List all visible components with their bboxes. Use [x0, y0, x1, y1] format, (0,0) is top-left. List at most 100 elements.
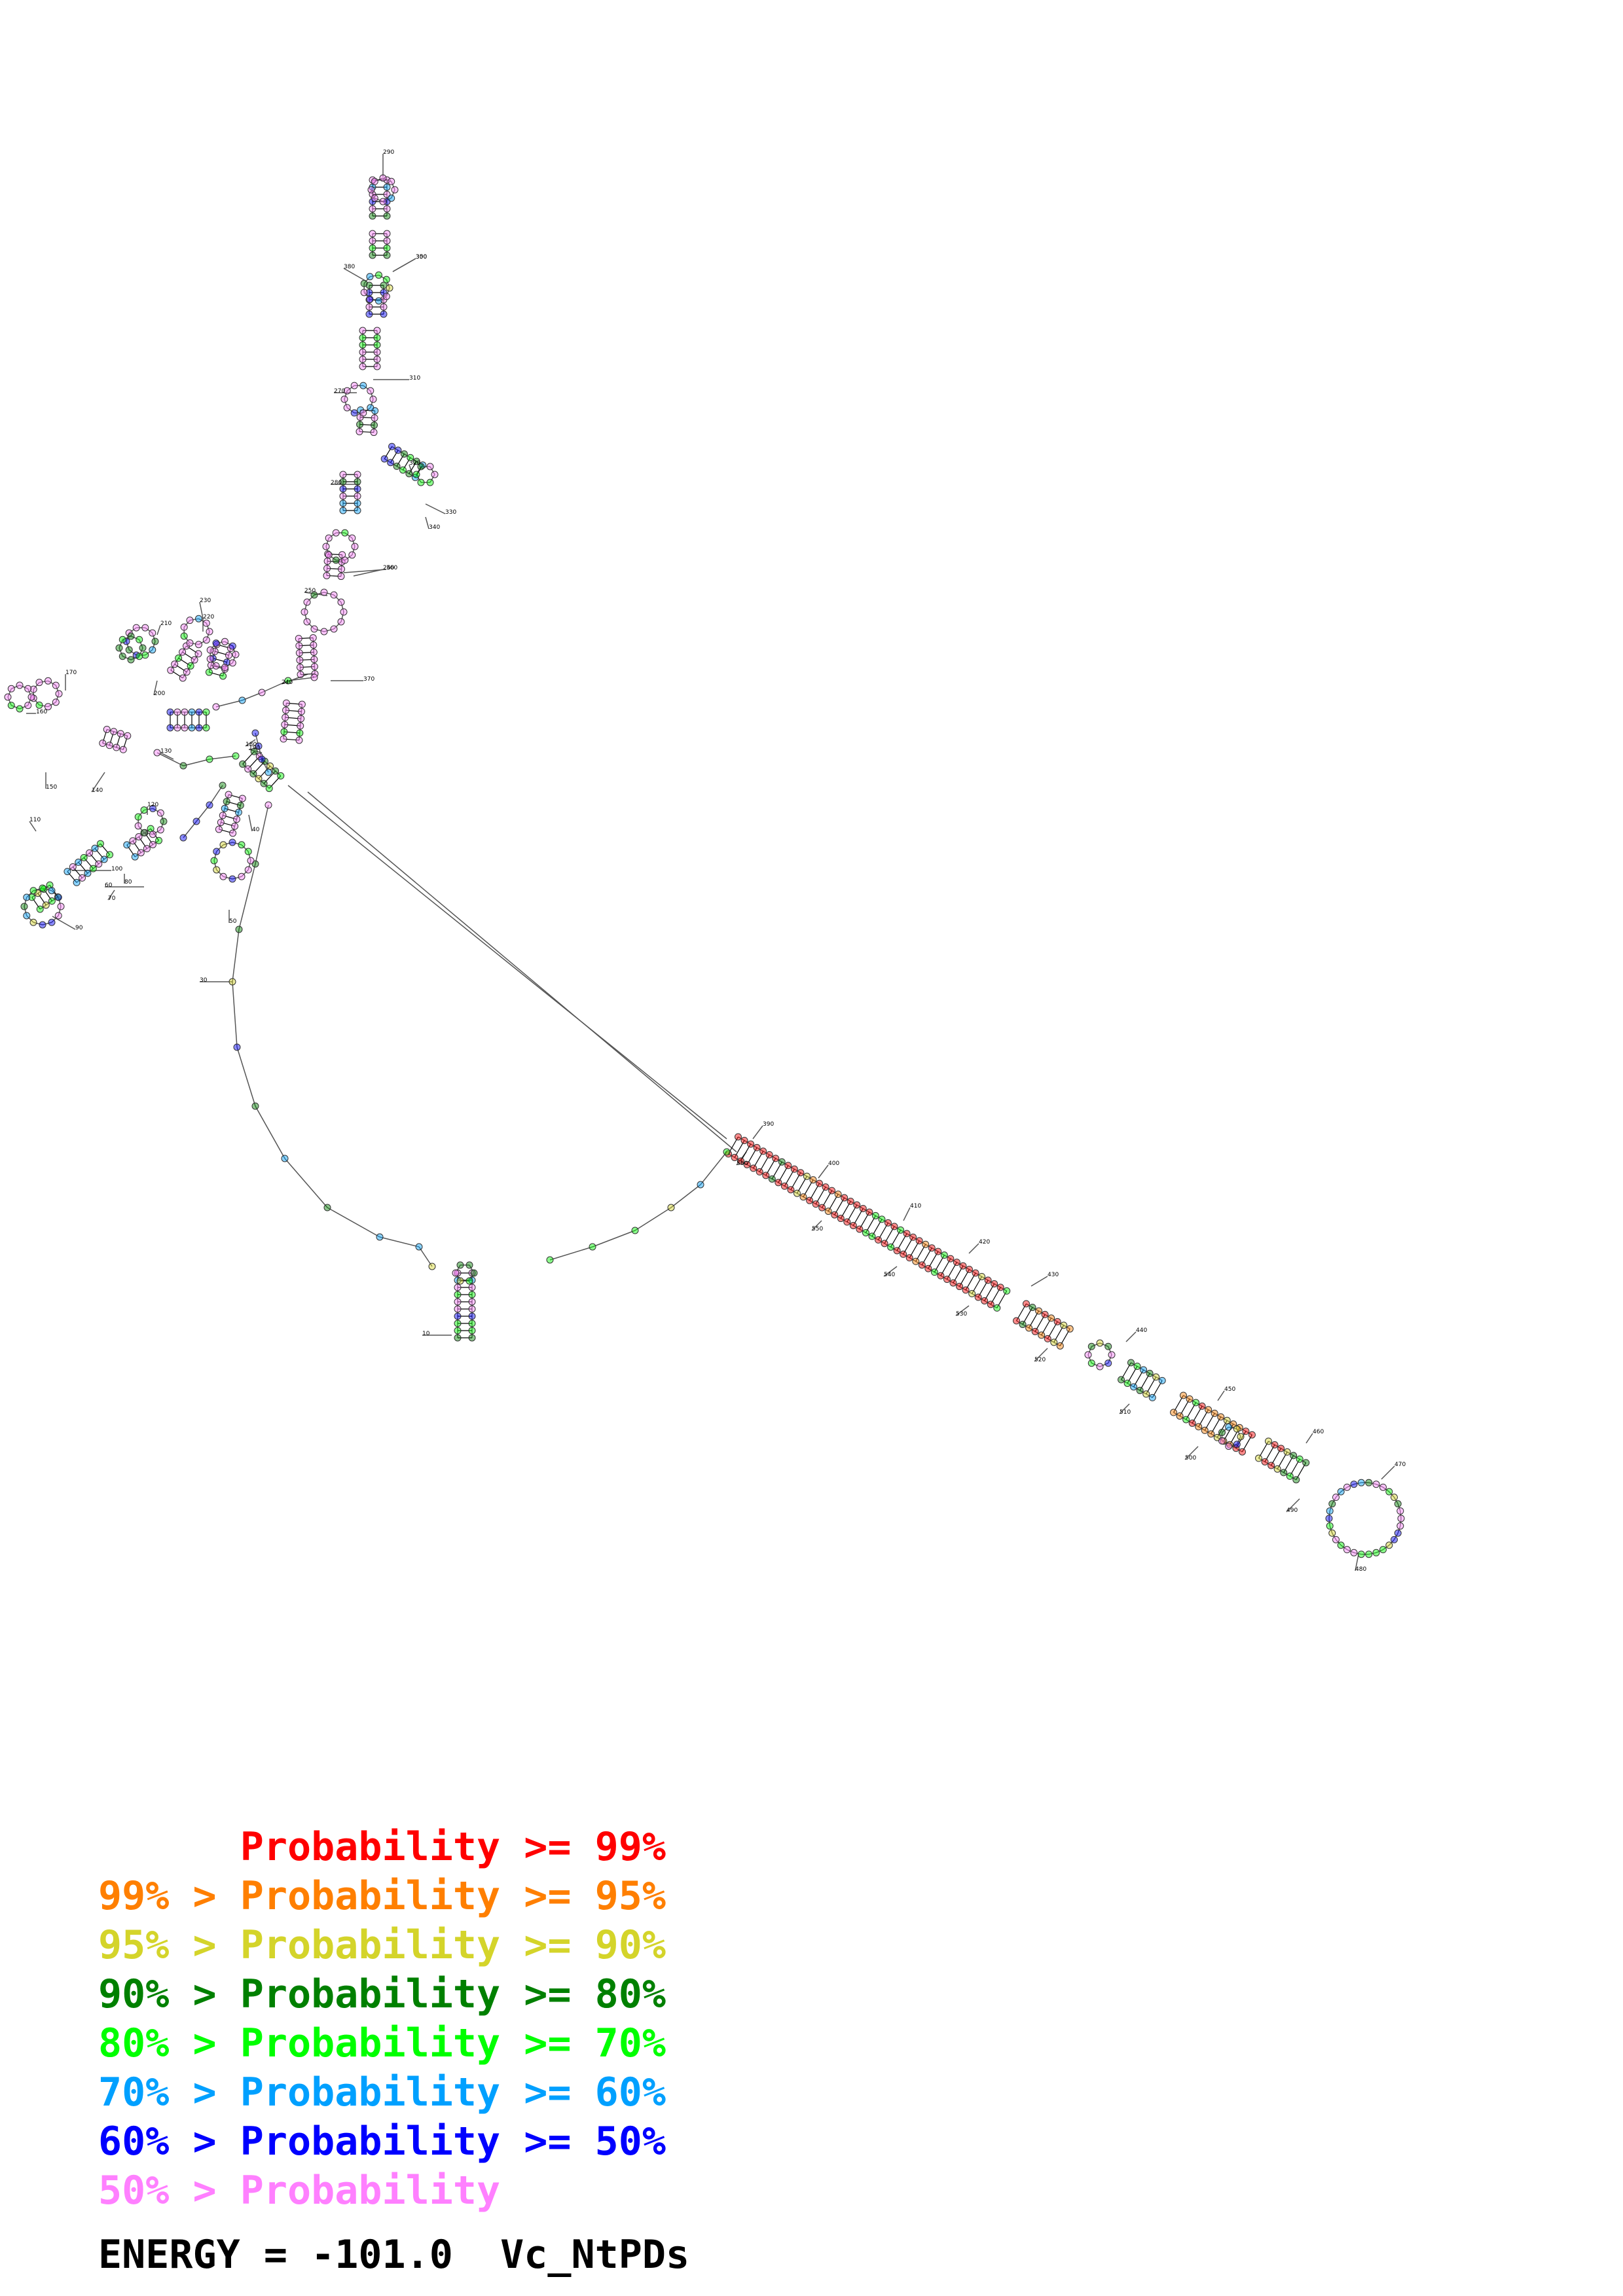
legend-label: Probability >= 50% — [240, 2119, 666, 2164]
nucleotide — [1003, 1287, 1011, 1295]
backbone-segment — [1087, 1354, 1092, 1364]
backbone-segment — [392, 446, 399, 451]
backbone-segment — [1091, 1363, 1101, 1367]
nucleotide — [373, 355, 381, 363]
nucleotide — [405, 470, 413, 478]
base-pair-lines — [31, 179, 1307, 1480]
nucleotide — [282, 713, 289, 721]
base-pair — [94, 848, 105, 860]
nucleotide — [369, 198, 376, 206]
nucleotide — [234, 808, 242, 816]
base-pair — [414, 465, 424, 478]
nucleotide — [878, 1215, 886, 1223]
nucleotide — [465, 1261, 473, 1269]
nucleotide — [386, 284, 393, 292]
nucleotide — [266, 762, 274, 770]
label-leader — [1217, 1390, 1225, 1401]
nucleotide — [295, 642, 303, 650]
base-pair — [122, 736, 128, 750]
nucleotide — [100, 855, 108, 863]
nucleotide — [350, 382, 358, 389]
nucleotide — [1130, 1383, 1138, 1391]
nucleotide — [912, 1257, 920, 1265]
backbone-segment — [344, 399, 348, 408]
backbone-segment — [455, 1265, 461, 1274]
backbone-segment — [1228, 1426, 1237, 1430]
label-leader — [1381, 1465, 1395, 1480]
probability-legend: Probability >= 99% 99% > Probability >= 9… — [98, 1823, 666, 2215]
nucleotide — [141, 624, 149, 632]
base-pair — [132, 840, 141, 853]
nucleotide — [1148, 1393, 1156, 1401]
base-pair — [211, 664, 225, 670]
nucleotide — [106, 851, 114, 859]
backbone-segment — [119, 647, 123, 657]
position-label: 150 — [46, 784, 57, 791]
nucleotide — [454, 1312, 462, 1320]
nucleotide — [1136, 1386, 1144, 1394]
nucleotide — [260, 780, 268, 787]
nucleotide — [723, 1148, 731, 1156]
nucleotide — [1302, 1459, 1310, 1467]
backbone-segment — [216, 844, 224, 852]
nucleotide — [383, 176, 391, 184]
base-pair — [174, 664, 187, 673]
nucleotide — [949, 1279, 957, 1287]
nucleotide — [238, 841, 246, 849]
nucleotide — [264, 768, 272, 776]
backbone-segment — [287, 785, 727, 1139]
nucleotide — [367, 186, 375, 194]
nucleotide — [426, 478, 434, 486]
nucleotide — [140, 806, 148, 814]
nucleotide — [1048, 1314, 1055, 1322]
nucleotide — [24, 702, 32, 709]
base-pair — [327, 567, 342, 570]
nucleotide — [468, 1319, 476, 1327]
nucleotide — [468, 1298, 476, 1306]
backbone-segment — [128, 627, 137, 634]
nucleotide — [454, 1319, 462, 1327]
nucleotide — [1053, 1318, 1061, 1325]
base-pair — [396, 454, 405, 467]
nucleotide — [173, 724, 181, 732]
nucleotide — [239, 760, 247, 768]
nucleotide — [417, 478, 425, 486]
nucleotide — [1217, 1413, 1225, 1421]
nucleotide — [856, 1225, 864, 1233]
nucleotide — [166, 708, 174, 716]
nucleotide — [105, 742, 113, 749]
backbone-segment — [152, 641, 156, 651]
nucleotide — [993, 1304, 1001, 1312]
nucleotide — [367, 387, 374, 395]
backbone-segment — [39, 680, 48, 683]
nucleotide — [231, 822, 239, 830]
nucleotide — [103, 725, 111, 733]
nucleotide — [238, 795, 246, 802]
nucleotide — [468, 1305, 476, 1313]
label-leader — [29, 821, 37, 832]
nucleotide — [323, 1204, 331, 1211]
nucleotide — [937, 1272, 945, 1280]
backbone-segment — [363, 276, 371, 284]
nucleotide — [1267, 1462, 1275, 1469]
position-label: 520 — [1034, 1357, 1046, 1363]
nucleotide — [247, 857, 255, 865]
nucleotide — [849, 1221, 857, 1229]
nucleotide — [134, 813, 142, 821]
backbone-segment — [370, 390, 374, 400]
nucleotide — [1152, 1373, 1160, 1381]
nucleotide — [180, 632, 188, 640]
position-label: 200 — [154, 691, 165, 697]
nucleotide — [149, 831, 156, 838]
nucleotide — [202, 619, 210, 627]
backbone-segment — [48, 702, 56, 708]
nucleotide — [209, 655, 217, 662]
position-label: 100 — [111, 866, 122, 872]
nucleotide — [149, 840, 156, 848]
nucleotide — [149, 804, 156, 812]
backbone-segment — [215, 665, 225, 668]
position-label: 270 — [334, 388, 345, 395]
base-pair — [327, 560, 342, 563]
position-label: 130 — [160, 748, 172, 755]
nucleotide — [277, 772, 285, 780]
